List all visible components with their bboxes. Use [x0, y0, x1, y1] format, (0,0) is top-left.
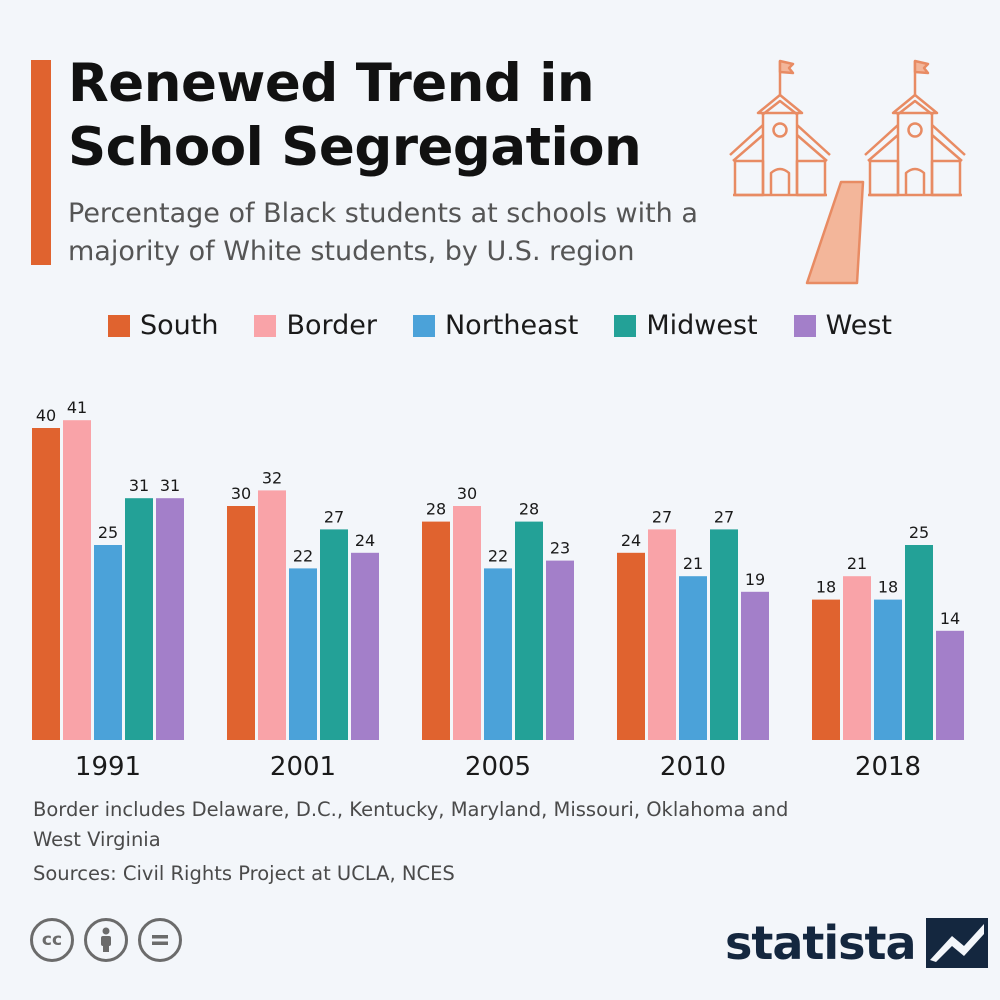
bar-border-1991: [63, 420, 91, 740]
x-tick-label: 1991: [75, 752, 141, 782]
data-label: 22: [293, 546, 313, 565]
footnote: Border includes Delaware, D.C., Kentucky…: [33, 798, 789, 851]
title-line-2: School Segregation: [68, 117, 642, 178]
data-label: 32: [262, 468, 282, 487]
legend-item-south: South: [107, 310, 219, 341]
data-label: 24: [621, 531, 641, 550]
title-accent-bar: [31, 60, 51, 265]
data-label: 25: [98, 523, 118, 542]
bar-west-2001: [351, 552, 379, 740]
data-label: 18: [878, 578, 898, 597]
chart-subtitle: Percentage of Black students at schools …: [68, 198, 698, 267]
chart-notes: Border includes Delaware, D.C., Kentucky…: [33, 795, 793, 889]
legend-swatch: [412, 314, 435, 337]
data-label: 23: [550, 539, 570, 558]
x-tick-label: 2018: [855, 752, 921, 782]
nd-icon[interactable]: [138, 918, 182, 962]
bar-northeast-2001: [289, 568, 317, 740]
statista-logo-icon: [925, 918, 988, 968]
legend-label: Northeast: [444, 310, 579, 341]
by-icon[interactable]: [84, 918, 128, 962]
data-label: 21: [847, 554, 867, 573]
bar-midwest-2018: [905, 545, 933, 740]
brand-wordmark: statista: [725, 916, 917, 970]
person-icon: [101, 927, 111, 952]
data-label: 27: [652, 507, 672, 526]
data-label: 28: [426, 500, 446, 519]
data-label: 27: [324, 507, 344, 526]
x-tick-label: 2010: [660, 752, 726, 782]
legend-label: Border: [286, 310, 377, 341]
cc-icon[interactable]: cc: [30, 918, 74, 962]
equals-icon: [152, 935, 168, 945]
data-label: 22: [488, 546, 508, 565]
bar-midwest-1991: [125, 498, 153, 740]
bar-south-2018: [812, 599, 840, 740]
data-label: 18: [816, 578, 836, 597]
bar-south-1991: [32, 428, 60, 740]
data-label: 30: [231, 484, 251, 503]
bar-west-2010: [741, 591, 769, 740]
bar-northeast-2018: [874, 599, 902, 740]
x-tick-label: 2001: [270, 752, 336, 782]
schoolhouse-illustration: [729, 59, 966, 285]
bar-border-2018: [843, 576, 871, 740]
legend-swatch: [254, 314, 277, 337]
data-label: 28: [519, 500, 539, 519]
bar-border-2010: [648, 529, 676, 740]
data-label: 31: [129, 476, 149, 495]
bar-border-2005: [453, 506, 481, 740]
bar-south-2005: [422, 521, 450, 740]
bar-northeast-2005: [484, 568, 512, 740]
data-label: 41: [67, 398, 87, 417]
data-label: 14: [940, 609, 960, 628]
data-label: 27: [714, 507, 734, 526]
bar-chart: 40 41 25 31 31 1991 30 32 22 27 24 2001 28 30 22 28 23 20…: [32, 398, 964, 782]
license-icons: cc: [30, 918, 182, 962]
bar-west-2005: [546, 560, 574, 740]
bar-midwest-2010: [710, 529, 738, 740]
bar-northeast-2010: [679, 576, 707, 740]
legend-swatch: [793, 314, 816, 337]
pathway-shape: [805, 180, 865, 285]
bar-northeast-1991: [94, 545, 122, 740]
school-building-icon: [864, 59, 966, 197]
legend-swatch: [614, 314, 637, 337]
bar-west-2018: [936, 630, 964, 740]
legend-label: South: [139, 310, 219, 341]
chart-legend: South Border Northeast Midwest West: [0, 310, 1000, 341]
data-label: 21: [683, 554, 703, 573]
x-tick-label: 2005: [465, 752, 531, 782]
bar-midwest-2005: [515, 521, 543, 740]
data-label: 30: [457, 484, 477, 503]
bar-west-1991: [156, 498, 184, 740]
legend-swatch: [107, 314, 130, 337]
statista-logo[interactable]: statista: [725, 918, 988, 968]
data-label: 31: [160, 476, 180, 495]
bar-south-2010: [617, 552, 645, 740]
legend-item-border: Border: [254, 310, 377, 341]
school-building-icon: [729, 59, 831, 197]
data-label: 19: [745, 570, 765, 589]
legend-label: Midwest: [646, 310, 758, 341]
bar-border-2001: [258, 490, 286, 740]
data-label: 24: [355, 531, 375, 550]
legend-item-midwest: Midwest: [614, 310, 758, 341]
source-note: Sources: Civil Rights Project at UCLA, N…: [33, 862, 455, 885]
legend-label: West: [825, 310, 892, 341]
data-label: 25: [909, 523, 929, 542]
data-label: 40: [36, 406, 56, 425]
bar-south-2001: [227, 506, 255, 740]
chart-title: Renewed Trend in School Segregation: [68, 52, 642, 180]
bar-midwest-2001: [320, 529, 348, 740]
legend-item-northeast: Northeast: [412, 310, 579, 341]
title-line-1: Renewed Trend in: [68, 53, 595, 114]
legend-item-west: West: [793, 310, 892, 341]
